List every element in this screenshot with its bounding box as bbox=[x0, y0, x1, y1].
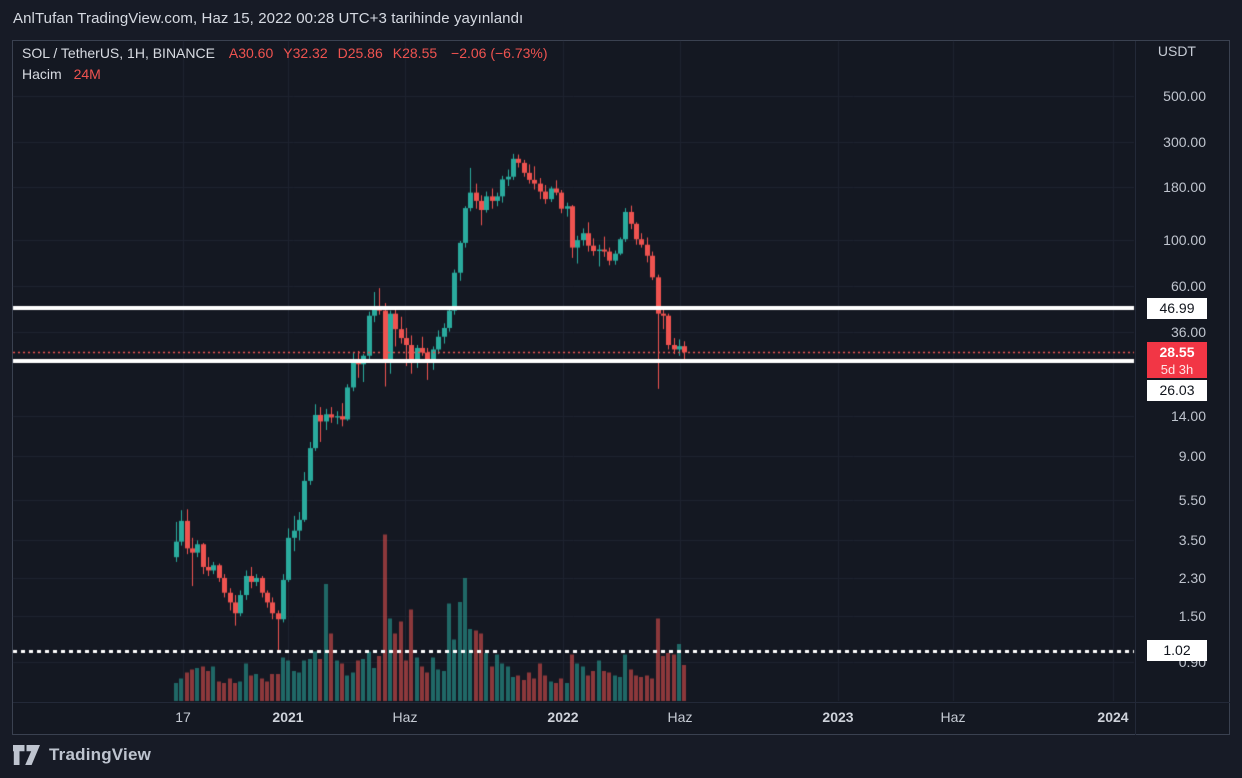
tradingview-attribution[interactable]: TradingView bbox=[13, 745, 151, 765]
price-tick-36.00: 36.00 bbox=[1170, 323, 1206, 340]
tradingview-logo-icon[interactable] bbox=[13, 745, 40, 765]
time-tick-2021: 2021 bbox=[272, 709, 304, 725]
time-scale-divider bbox=[13, 702, 1230, 703]
ohlc-Y: Y32.32 bbox=[283, 45, 328, 61]
price-tick-500.00: 500.00 bbox=[1163, 88, 1206, 104]
ohlc-A: A30.60 bbox=[228, 45, 274, 61]
time-tick-17: 17 bbox=[175, 709, 191, 725]
symbol-title[interactable]: SOL / TetherUS, 1H, BINANCE bbox=[22, 45, 215, 61]
time-tick-Haz: Haz bbox=[392, 709, 418, 725]
time-tick-Haz: Haz bbox=[667, 709, 693, 725]
price-tick-180.00: 180.00 bbox=[1163, 179, 1206, 196]
time-tick-Haz: Haz bbox=[940, 709, 966, 725]
ohlc-D: D25.86 bbox=[337, 45, 383, 61]
tradingview-brand-text[interactable]: TradingView bbox=[49, 745, 152, 764]
price-tick-2.30: 2.30 bbox=[1178, 569, 1206, 586]
level-label-46.99: 46.99 bbox=[1147, 298, 1207, 319]
legend-row-symbol: SOL / TetherUS, 1H, BINANCE A30.60 Y32.32… bbox=[22, 45, 548, 61]
price-tick-5.50: 5.50 bbox=[1178, 491, 1206, 508]
time-tick-2023: 2023 bbox=[822, 709, 854, 725]
price-tick-100.00: 100.00 bbox=[1163, 232, 1206, 249]
chart-legend[interactable]: SOL / TetherUS, 1H, BINANCE A30.60 Y32.32… bbox=[22, 45, 548, 82]
price-tick-9.00: 9.00 bbox=[1178, 447, 1206, 464]
level-label-1.02: 1.02 bbox=[1147, 640, 1207, 661]
ohlc-K: K28.55 bbox=[392, 45, 438, 61]
last-price-label: 28.55 5d 3h bbox=[1147, 342, 1207, 378]
legend-row-volume: Hacim 24M bbox=[22, 66, 548, 82]
ohlc-values: A30.60 Y32.32 D25.86 K28.55 bbox=[219, 45, 437, 61]
volume-value: 24M bbox=[73, 66, 101, 82]
price-tick-300.00: 300.00 bbox=[1163, 133, 1206, 150]
price-tick-1.50: 1.50 bbox=[1178, 608, 1206, 625]
price-tick-14.00: 14.00 bbox=[1170, 408, 1206, 425]
price-scale-currency: USDT bbox=[1157, 43, 1196, 59]
volume-label: Hacim bbox=[22, 66, 62, 82]
change-value: −2.06 (−6.73%) bbox=[451, 45, 548, 61]
attribution-text: AnlTufan TradingView.com, Haz 15, 2022 0… bbox=[13, 10, 524, 27]
time-tick-2024: 2024 bbox=[1097, 709, 1129, 725]
price-tick-3.50: 3.50 bbox=[1178, 532, 1206, 549]
price-tick-60.00: 60.00 bbox=[1170, 277, 1206, 294]
level-label-26.03: 26.03 bbox=[1147, 380, 1207, 401]
time-tick-2022: 2022 bbox=[547, 709, 579, 725]
price-scale-divider bbox=[1135, 41, 1136, 735]
